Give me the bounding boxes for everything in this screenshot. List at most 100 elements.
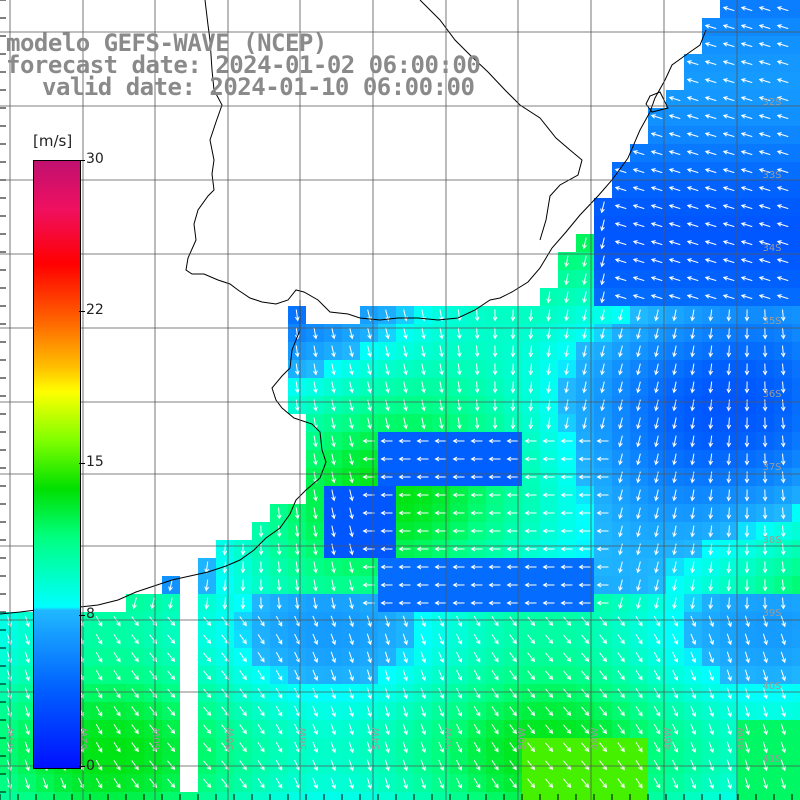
wind-arrow xyxy=(704,78,717,84)
wind-arrow xyxy=(780,741,786,754)
wind-arrow xyxy=(564,327,569,340)
wind-arrow xyxy=(708,453,714,466)
speed-cell xyxy=(72,792,90,800)
wind-arrow xyxy=(708,651,714,664)
wind-arrow xyxy=(780,561,786,574)
wind-arrow xyxy=(203,706,212,717)
wind-arrow xyxy=(380,492,393,498)
wind-arrow xyxy=(560,528,573,534)
wind-arrow xyxy=(617,742,625,753)
speed-cell xyxy=(792,720,800,738)
wind-arrow xyxy=(488,600,501,606)
wind-arrow xyxy=(349,453,354,466)
wind-arrow xyxy=(653,669,661,681)
wind-arrow xyxy=(776,276,789,282)
wind-arrow xyxy=(275,633,283,645)
wind-arrow xyxy=(708,777,714,790)
wind-arrow xyxy=(708,669,714,682)
wind-arrow xyxy=(421,381,426,394)
wind-arrow xyxy=(618,561,623,574)
wind-arrow xyxy=(452,456,465,462)
wind-arrow xyxy=(563,652,572,663)
wind-arrow xyxy=(131,634,139,645)
wind-arrow xyxy=(95,669,103,681)
wind-arrow xyxy=(617,634,625,645)
wind-arrow xyxy=(95,741,103,753)
wind-arrow xyxy=(330,651,336,664)
wind-arrow xyxy=(780,543,786,556)
wind-arrow xyxy=(402,669,408,682)
speed-cell xyxy=(792,432,800,450)
wind-arrow xyxy=(222,543,228,556)
wind-arrow xyxy=(257,706,265,717)
wind-arrow xyxy=(650,204,663,210)
wind-arrow xyxy=(780,417,786,430)
wind-arrow xyxy=(780,651,786,664)
wind-arrow xyxy=(294,543,300,556)
wind-arrow xyxy=(617,616,625,627)
wind-arrow xyxy=(704,222,717,228)
wind-arrow xyxy=(564,399,569,412)
speed-cell xyxy=(396,792,414,800)
wind-arrow xyxy=(668,96,681,102)
wind-arrow xyxy=(385,417,390,430)
lat-label: 37S xyxy=(762,462,781,473)
speed-cell xyxy=(792,252,800,270)
wind-arrow xyxy=(113,670,121,681)
wind-arrow xyxy=(384,687,390,700)
wind-arrow xyxy=(367,345,372,358)
wind-arrow xyxy=(600,291,605,304)
wind-arrow xyxy=(492,327,498,340)
speed-cell xyxy=(792,486,800,504)
wind-arrow xyxy=(744,633,750,646)
wind-arrow xyxy=(385,309,390,322)
wind-arrow xyxy=(560,438,573,444)
wind-arrow xyxy=(578,474,591,480)
wind-arrow xyxy=(439,327,444,340)
wind-arrow xyxy=(668,294,681,300)
wind-arrow xyxy=(95,687,103,699)
wind-arrow xyxy=(596,564,609,570)
wind-arrow xyxy=(599,760,608,771)
wind-arrow xyxy=(367,327,372,340)
wind-arrow xyxy=(672,651,679,663)
wind-arrow xyxy=(744,489,750,502)
wind-arrow xyxy=(650,114,663,120)
wind-arrow xyxy=(708,597,714,610)
wind-arrow xyxy=(614,258,627,264)
wind-arrow xyxy=(545,724,554,735)
wind-arrow xyxy=(456,417,462,430)
wind-arrow xyxy=(776,240,789,246)
speed-cell xyxy=(198,792,216,800)
wind-arrow xyxy=(24,669,30,682)
wind-arrow xyxy=(113,760,121,771)
wind-arrow xyxy=(167,778,176,789)
wind-arrow xyxy=(367,399,372,412)
wind-arrow xyxy=(654,471,659,484)
wind-arrow xyxy=(560,582,573,588)
wind-arrow xyxy=(618,507,623,520)
wind-arrow xyxy=(596,582,609,588)
wind-arrow xyxy=(349,579,354,592)
wind-arrow xyxy=(708,723,714,736)
speed-cell xyxy=(792,666,800,684)
lon-label: 44W xyxy=(736,727,747,750)
wind-arrow xyxy=(167,706,176,717)
wind-arrow xyxy=(654,525,659,538)
wind-arrow xyxy=(672,471,677,484)
wind-arrow xyxy=(524,564,537,570)
wind-arrow xyxy=(618,309,623,322)
wind-arrow xyxy=(331,471,336,484)
wind-arrow xyxy=(650,132,663,138)
wind-arrow xyxy=(762,705,768,718)
wind-arrow xyxy=(527,760,536,771)
wind-arrow xyxy=(780,705,786,718)
wind-arrow xyxy=(545,706,554,717)
speed-cell xyxy=(234,792,252,800)
wind-arrow xyxy=(740,114,753,120)
lon-label: 52W xyxy=(444,727,455,750)
wind-arrow xyxy=(488,456,501,462)
wind-arrow xyxy=(239,778,247,789)
wind-arrow xyxy=(722,294,735,300)
